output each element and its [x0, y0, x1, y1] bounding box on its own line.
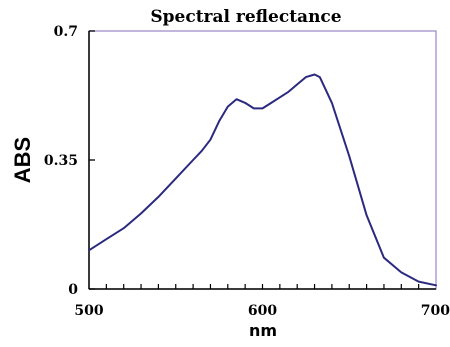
y-ticks — [89, 30, 95, 290]
y-axis-label: ABS — [10, 137, 35, 183]
y-tick-labels: 0 0.35 0.7 — [44, 24, 78, 298]
chart-title: Spectral reflectance — [150, 7, 341, 27]
series-line — [88, 73, 437, 287]
x-tick-label: 600 — [248, 303, 277, 319]
plot-frame — [88, 30, 437, 290]
x-minor-ticks — [105, 284, 420, 289]
y-tick-label: 0 — [68, 282, 78, 298]
y-tick-label: 0.35 — [44, 153, 78, 169]
x-tick-label: 500 — [74, 303, 103, 319]
y-tick-label: 0.7 — [54, 24, 78, 40]
x-axis-label: nm — [249, 321, 277, 340]
x-tick-label: 700 — [421, 303, 450, 319]
x-tick-labels: 500 600 700 — [74, 303, 450, 319]
